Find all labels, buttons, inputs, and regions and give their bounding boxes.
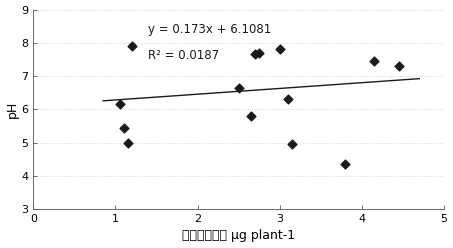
Point — [251, 53, 259, 57]
Point — [289, 142, 296, 146]
Point — [342, 162, 349, 166]
Point — [128, 44, 135, 48]
Point — [120, 125, 127, 129]
Point — [255, 51, 263, 55]
Text: R² = 0.0187: R² = 0.0187 — [148, 49, 219, 62]
Point — [116, 102, 123, 106]
X-axis label: 氨基酸吸收量 μg plant-1: 氨基酸吸收量 μg plant-1 — [182, 229, 295, 243]
Point — [276, 47, 283, 51]
Point — [395, 64, 402, 68]
Point — [284, 97, 292, 101]
Point — [371, 59, 378, 63]
Point — [124, 141, 131, 145]
Point — [235, 86, 242, 90]
Text: y = 0.173x + 6.1081: y = 0.173x + 6.1081 — [148, 24, 271, 36]
Y-axis label: pH: pH — [5, 101, 19, 118]
Point — [247, 114, 255, 118]
